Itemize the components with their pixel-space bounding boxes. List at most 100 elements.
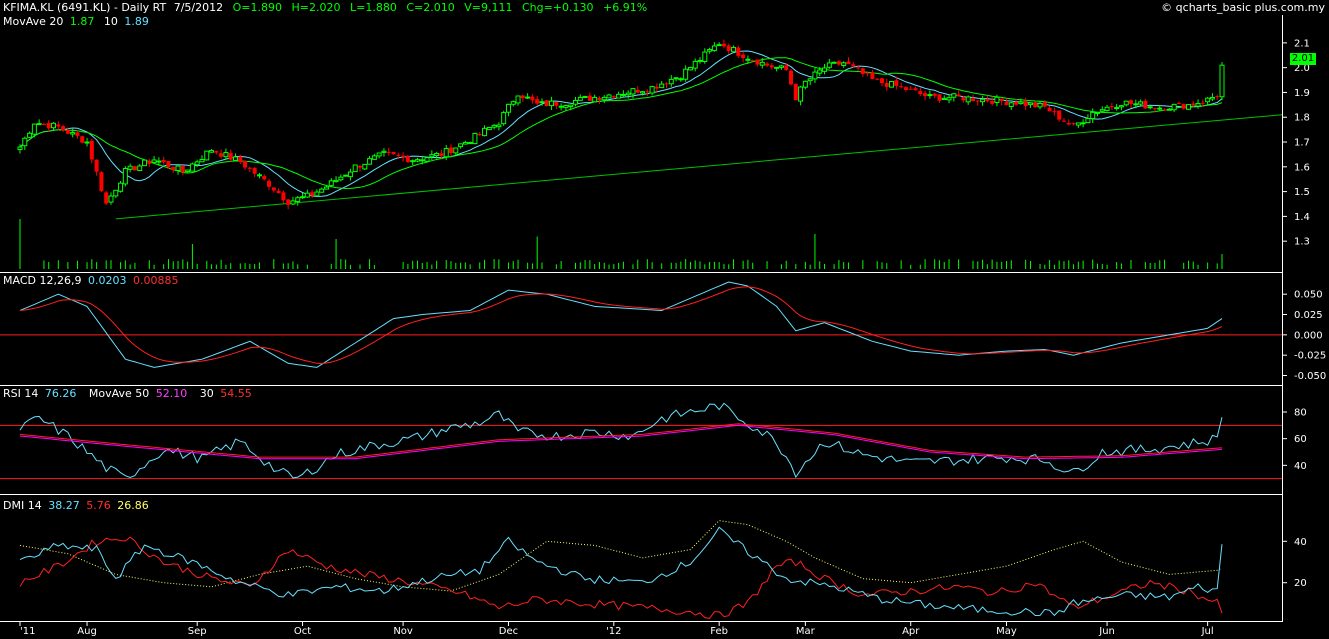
candle-body: [376, 152, 382, 157]
candle-body: [980, 98, 986, 103]
candle-body: [262, 176, 267, 180]
candle-body: [1147, 106, 1153, 109]
candle-body: [142, 159, 148, 167]
candle-body: [707, 49, 713, 52]
candle-body: [745, 58, 751, 61]
rsi-axis-label-0: 80: [1294, 408, 1307, 419]
rsi-axis-label-1: 60: [1294, 434, 1307, 445]
candle-body: [271, 187, 276, 191]
candle-body: [410, 160, 416, 163]
candle-body: [338, 176, 344, 181]
candle-body: [558, 105, 564, 108]
candle-body: [918, 91, 923, 95]
candle-body: [61, 126, 66, 131]
candle-body: [386, 151, 391, 153]
candle-body: [41, 124, 46, 126]
candle-body: [822, 67, 828, 72]
ma20-line: [19, 57, 1223, 190]
candle-body: [865, 72, 870, 74]
candle-body: [424, 157, 430, 162]
candle-body: [937, 94, 942, 101]
candle-body: [94, 159, 99, 172]
candle-body: [846, 61, 851, 65]
last-price-tag: 2.01: [1290, 53, 1316, 65]
macd-label: MACD 12,26,9: [3, 274, 82, 287]
candle-body: [1219, 64, 1225, 98]
candle-body: [851, 64, 856, 67]
candle-body: [620, 93, 626, 96]
candle-body: [1162, 109, 1167, 111]
macd-axis-label-1: 0.025: [1294, 310, 1323, 321]
candle-body: [156, 160, 162, 163]
candle-body: [161, 160, 166, 163]
dmi-axis-label-1: 20: [1294, 578, 1307, 589]
candle-body: [894, 80, 899, 86]
candle-body: [243, 160, 248, 168]
candle-body: [860, 68, 865, 74]
candle-body: [1205, 97, 1211, 103]
candle-body: [118, 182, 124, 192]
candle-body: [1166, 108, 1172, 111]
candle-body: [194, 161, 200, 166]
candle-body: [875, 78, 880, 80]
candlesticks: [17, 39, 1225, 210]
x-axis-labels: '11 Aug Sep Oct Nov Dec '12 Feb Mar Apr May Jun Jul: [19, 622, 1214, 637]
macd-signal-line: [19, 286, 1223, 365]
candle-body: [127, 165, 133, 170]
candle-body: [784, 65, 789, 70]
candle-body: [687, 67, 693, 71]
price-axis-label-1: 2.0: [1294, 63, 1310, 74]
candle-body: [247, 167, 252, 169]
candle-body: [923, 93, 928, 97]
copyright-text: © qcharts_basic plus.com.my: [1161, 1, 1325, 14]
candle-body: [75, 132, 80, 136]
candle-body: [209, 150, 215, 153]
candle-body: [180, 165, 185, 173]
x-label-1: Aug: [77, 626, 97, 637]
ma-legend: MovAve 20 1.87 10 1.89: [3, 16, 155, 28]
price-axis-label-7: 1.4: [1294, 212, 1310, 223]
volume-bars: [19, 219, 1223, 269]
candle-body: [668, 78, 674, 85]
macd-legend: MACD 12,26,9 0.0203 0.00885: [3, 275, 184, 287]
candle-body: [185, 169, 191, 173]
candle-body: [132, 166, 137, 171]
candle-body: [89, 140, 94, 160]
candle-body: [310, 192, 315, 196]
candle-body: [1057, 110, 1062, 120]
candle-body: [22, 137, 28, 147]
candle-body: [1123, 100, 1129, 106]
candle-body: [238, 156, 243, 163]
candle-body: [1033, 102, 1038, 108]
candle-body: [649, 86, 655, 94]
candle-body: [166, 160, 171, 168]
candle-body: [371, 155, 377, 160]
candle-body: [467, 142, 473, 145]
candle-body: [137, 165, 143, 171]
candle-body: [1099, 109, 1105, 112]
candle-body: [1061, 120, 1066, 122]
candle-body: [276, 190, 281, 194]
candle-body: [635, 89, 640, 93]
candle-body: [549, 100, 555, 107]
x-label-12: Jul: [1201, 626, 1214, 637]
candle-body: [80, 136, 85, 143]
candle-body: [113, 189, 119, 197]
candle-body: [769, 65, 774, 68]
candle-body: [1133, 103, 1139, 106]
candle-body: [1143, 100, 1148, 109]
macd-value: 0.0203: [87, 274, 127, 287]
x-label-10: May: [996, 626, 1017, 637]
rsi-ma-line: [19, 424, 1223, 460]
candle-body: [525, 96, 531, 99]
dmi-legend: DMI 14 38.27 5.76 26.86: [3, 500, 155, 512]
rsi-ma-value: 52.10: [155, 387, 188, 400]
candle-body: [530, 96, 535, 101]
candle-body: [903, 87, 908, 90]
candle-body: [716, 44, 722, 47]
open-value: O=1.890: [232, 1, 282, 14]
candle-body: [798, 86, 804, 102]
candle-body: [1037, 102, 1043, 108]
rsi-value: 76.26: [44, 387, 77, 400]
candle-body: [692, 60, 698, 69]
